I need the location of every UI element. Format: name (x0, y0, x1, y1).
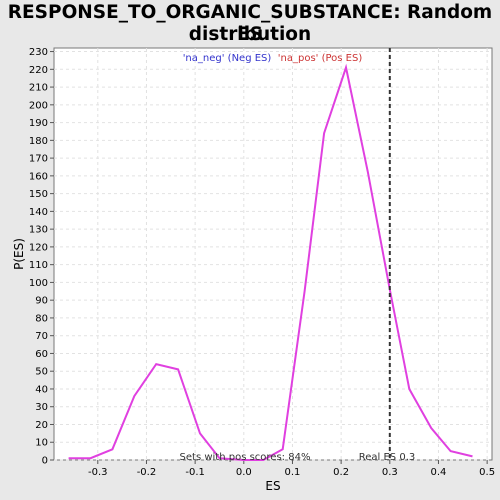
x-tick-label: 0.1 (285, 467, 301, 478)
real-es-annotation: Real ES 0.3 (359, 452, 415, 463)
x-axis-ticks: -0.3 -0.2 -0.1 0.0 0.1 0.2 0.3 0.4 0.5 (88, 460, 495, 478)
y-tick-label: 170 (29, 154, 48, 165)
y-axis-label: P(ES) (12, 238, 26, 270)
y-axis-ticks: 0 10 20 30 40 50 60 70 80 90 100 110 120 130 140 150 160… (29, 47, 54, 467)
x-tick-label: 0.3 (382, 467, 398, 478)
y-tick-label: 180 (29, 136, 48, 147)
y-tick-label: 50 (35, 367, 48, 378)
legend-pos: 'na_pos' (Pos ES) (278, 53, 363, 64)
y-tick-label: 160 (29, 171, 48, 182)
y-tick-label: 70 (35, 331, 48, 342)
y-tick-label: 230 (29, 47, 48, 58)
x-tick-label: 0.0 (236, 467, 252, 478)
y-tick-label: 10 (35, 438, 48, 449)
x-tick-label: -0.2 (137, 467, 157, 478)
y-tick-label: 200 (29, 100, 48, 111)
y-tick-label: 0 (42, 456, 48, 467)
y-tick-label: 120 (29, 242, 48, 253)
y-tick-label: 30 (35, 402, 48, 413)
y-tick-label: 220 (29, 65, 48, 76)
y-tick-label: 140 (29, 207, 48, 218)
chart-title-line2: distribution (188, 24, 312, 45)
y-tick-label: 20 (35, 420, 48, 431)
x-tick-label: 0.2 (333, 467, 349, 478)
x-tick-label: -0.1 (185, 467, 205, 478)
x-tick-label: 0.4 (431, 467, 447, 478)
pos-scores-annotation: Sets with pos scores: 84% (180, 452, 311, 463)
chart-title-line1: RESPONSE_TO_ORGANIC_SUBSTANCE: Random ES (7, 2, 493, 45)
y-tick-label: 190 (29, 118, 48, 129)
x-axis-label: ES (265, 479, 280, 493)
y-tick-label: 130 (29, 225, 48, 236)
y-tick-label: 90 (35, 296, 48, 307)
series-line (68, 63, 473, 461)
y-tick-label: 100 (29, 278, 48, 289)
y-tick-label: 150 (29, 189, 48, 200)
legend-neg: 'na_neg' (Neg ES) (183, 53, 272, 64)
y-tick-label: 110 (29, 260, 48, 271)
plot-area (53, 47, 493, 461)
y-tick-label: 60 (35, 349, 48, 360)
x-tick-label: 0.5 (479, 467, 495, 478)
y-tick-label: 80 (35, 313, 48, 324)
y-tick-label: 210 (29, 83, 48, 94)
y-tick-label: 40 (35, 384, 48, 395)
grid (54, 48, 492, 461)
x-tick-label: -0.3 (88, 467, 108, 478)
